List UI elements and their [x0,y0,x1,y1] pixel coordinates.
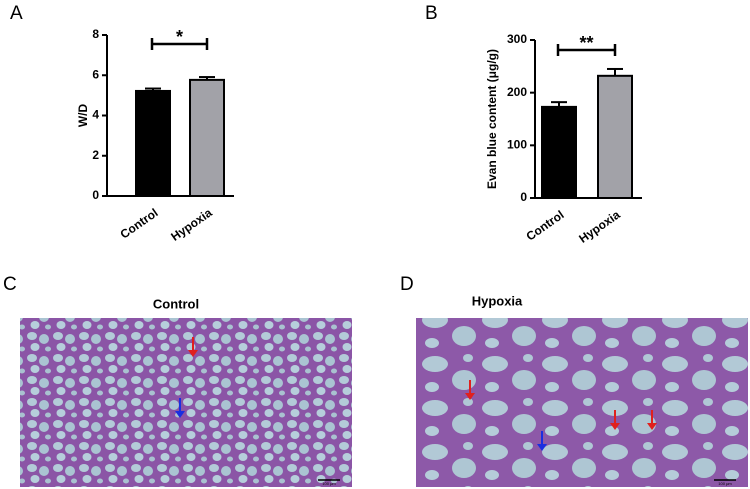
y-tick-label: 300 [507,32,527,46]
y-tick-label: 200 [507,85,527,99]
significance-label: ** [579,33,593,53]
y-tick-label: 8 [92,27,99,41]
bar-chart: B 0 100 200 300 Evan blue content (μg/g) Contr… [425,3,642,246]
y-tick-label: 6 [92,67,99,81]
x-tick-label: Control [118,206,161,242]
image-d: 100 μm Hypoxia D [400,274,748,487]
histology-image [20,318,352,487]
histology-image [416,318,748,487]
bar-chart: A 0 2 4 6 8 W/D Control Hypoxia * [10,3,234,244]
arrow-head [175,411,185,418]
scale-label: 100 μm [718,481,732,486]
panel-label: C [3,274,17,295]
image-title: Control [153,296,199,311]
arrow-head [537,444,547,451]
x-tick-label: Hypoxia [168,205,215,243]
arrow-head [647,423,657,430]
y-tick-label: 0 [92,188,99,202]
y-tick-label: 4 [92,108,99,122]
scale-label: 100 μm [322,481,336,486]
panel-label: D [400,274,414,295]
bar [541,105,577,199]
panel-label: B [425,3,438,24]
y-tick-label: 0 [520,190,527,204]
y-axis-label: W/D [76,104,90,128]
arrow-head [188,350,198,357]
significance-label: * [176,27,183,47]
image-title: Hypoxia [472,293,523,308]
image-c: 100 μm Control C [3,274,352,487]
y-tick-label: 2 [92,148,99,162]
bar [189,78,225,197]
x-tick-label: Control [524,208,567,244]
y-axis-label: Evan blue content (μg/g) [485,49,499,189]
bar [597,74,633,199]
y-tick-label: 100 [507,138,527,152]
bar [135,89,171,197]
arrow-head [610,423,620,430]
panel-label: A [10,3,23,24]
arrow-head [465,393,475,400]
x-tick-label: Hypoxia [576,207,623,245]
